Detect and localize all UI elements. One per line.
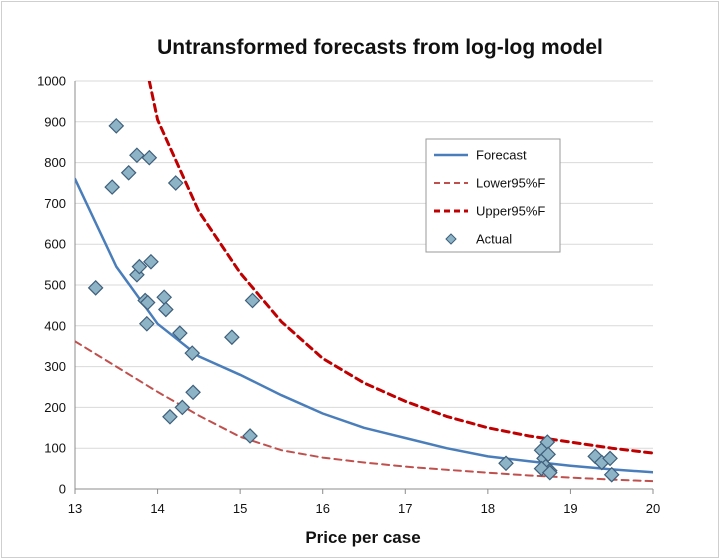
gridlines — [75, 80, 653, 449]
legend-label-upper95-f: Upper95%F — [476, 204, 545, 219]
actual-point — [603, 466, 620, 483]
axes: 0 100 200 300 400 500 600 700 800 900 1000 13 14 15 16… — [37, 74, 660, 517]
y-tick-label: 500 — [44, 278, 66, 293]
actual-point — [185, 384, 201, 401]
actual-point — [141, 149, 158, 166]
x-tick-label: 17 — [398, 501, 412, 516]
actual-point — [533, 460, 550, 477]
x-tick-label: 13 — [68, 501, 82, 516]
actual-point — [498, 455, 514, 472]
actual-point — [540, 446, 556, 463]
actual-point — [129, 147, 145, 164]
actual-point — [167, 175, 184, 191]
actual-point — [242, 428, 258, 444]
x-tick-label: 18 — [481, 501, 495, 516]
y-tick-label: 700 — [44, 196, 66, 211]
actual-point — [184, 345, 201, 361]
actual-point — [224, 329, 240, 346]
legend: Forecast Lower95%F Upper95%F Actual — [425, 138, 561, 253]
actual-point — [143, 253, 159, 270]
actual-point — [138, 315, 155, 332]
lower95-f-line — [75, 340, 653, 483]
x-tick-label: 15 — [233, 501, 247, 516]
legend-label-forecast: Forecast — [476, 148, 527, 163]
x-tick-label: 19 — [563, 501, 577, 516]
y-tick-label: 0 — [59, 482, 66, 497]
x-axis-label: Price per case — [305, 528, 420, 547]
forecast-line — [75, 177, 653, 474]
y-tick-label: 600 — [44, 237, 66, 252]
x-tick-label: 14 — [150, 501, 164, 516]
x-tick-label: 16 — [315, 501, 329, 516]
y-tick-label: 800 — [44, 155, 66, 170]
actual-point — [157, 301, 174, 318]
actual-point — [162, 408, 178, 425]
actual-point — [602, 450, 618, 467]
legend-swatch-actual — [445, 233, 457, 245]
actual-point — [156, 289, 173, 306]
y-tick-label: 400 — [44, 318, 66, 333]
actual-point — [172, 325, 188, 341]
actual-point — [244, 292, 261, 309]
actual-point — [541, 464, 558, 481]
actual-point — [108, 118, 125, 134]
actual-point — [139, 294, 156, 311]
actual-point — [131, 258, 148, 275]
actual-point — [129, 266, 145, 283]
actual-point — [87, 280, 104, 296]
legend-box — [425, 138, 561, 253]
x-tick-label: 20 — [646, 501, 660, 516]
y-tick-label: 300 — [44, 359, 66, 374]
actual-point — [120, 164, 137, 181]
y-tick-label: 200 — [44, 400, 66, 415]
y-tick-label: 100 — [44, 441, 66, 456]
actual-point — [174, 399, 191, 416]
legend-label-actual: Actual — [476, 232, 512, 247]
series-layer — [75, 81, 653, 483]
actual-point — [104, 179, 121, 195]
y-tick-label: 900 — [44, 114, 66, 129]
upper95-f-line — [147, 81, 653, 455]
points-layer — [87, 118, 620, 483]
chart-title: Untransformed forecasts from log-log mod… — [157, 36, 603, 59]
y-tick-label: 1000 — [37, 74, 66, 89]
legend-label-lower95-f: Lower95%F — [476, 176, 545, 191]
